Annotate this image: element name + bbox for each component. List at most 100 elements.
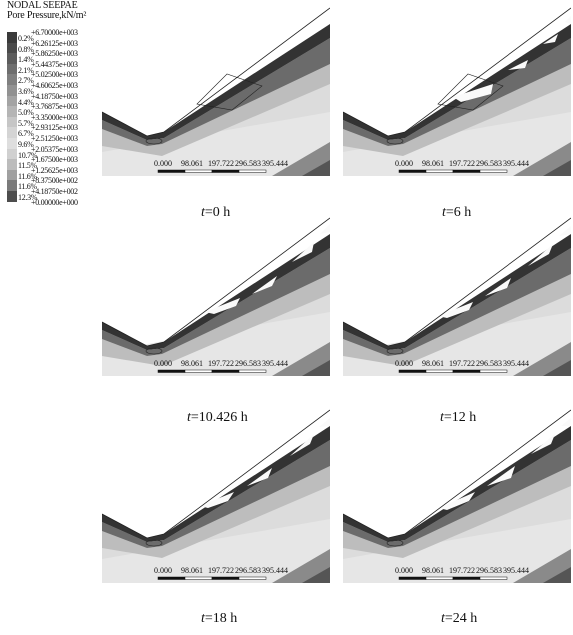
scale-label: 0.000 xyxy=(395,359,413,368)
scale-segment xyxy=(452,169,481,173)
slip-mesh xyxy=(437,73,504,111)
soil-zone xyxy=(513,549,571,583)
scale-segment xyxy=(184,169,213,173)
panel-t0: 0.000 98.061 197.722 296.583 395.444 xyxy=(102,4,330,232)
wetting-zone xyxy=(290,434,314,456)
scale-label: 98.061 xyxy=(181,159,203,168)
scale-label: 0.000 xyxy=(154,159,172,168)
panel-t12: 0.000 98.061 197.722 296.583 395.444 xyxy=(343,214,571,442)
toe-drain xyxy=(145,137,163,145)
legend-swatch xyxy=(7,32,17,43)
slope-diagram: 0.000 98.061 197.722 296.583 395.444 xyxy=(102,217,330,376)
soil-zone xyxy=(513,342,571,376)
scale-segment xyxy=(425,369,454,373)
scale-label: 197.722 xyxy=(449,566,475,575)
legend-value: +2.05375e+003 xyxy=(31,144,78,154)
toe-drain xyxy=(386,137,404,145)
scale-label: 98.061 xyxy=(181,566,203,575)
scale-label: 0.000 xyxy=(154,566,172,575)
soil-zone xyxy=(272,549,330,583)
scale-label: 0.000 xyxy=(154,359,172,368)
slope-outline xyxy=(102,217,330,347)
scale-label: 395.444 xyxy=(503,359,529,368)
scale-segment xyxy=(211,576,240,580)
soil-zone xyxy=(343,274,571,366)
wetting-zone xyxy=(565,16,571,24)
scale-label: 197.722 xyxy=(208,159,234,168)
scale-segment xyxy=(452,576,481,580)
scale-label: 0.000 xyxy=(395,566,413,575)
soil-zone xyxy=(102,248,330,356)
scale-segment xyxy=(238,576,267,580)
slope-outline xyxy=(343,409,571,539)
wetting-zone xyxy=(531,434,555,454)
wetting-zone xyxy=(292,242,314,262)
legend-percent: 5.0% xyxy=(18,108,34,118)
legend-swatch xyxy=(7,169,17,181)
legend-value: +2.93125e+003 xyxy=(31,123,78,133)
legend-swatch xyxy=(7,191,17,202)
legend-swatch xyxy=(7,159,17,171)
legend-swatch xyxy=(7,63,17,75)
legend-swatch xyxy=(7,148,17,160)
surface-layer xyxy=(102,24,330,140)
scale-segment xyxy=(211,169,240,173)
soil-zone xyxy=(102,38,330,146)
legend-value: +1.67500e+003 xyxy=(31,155,78,165)
scale-label: 395.444 xyxy=(262,159,288,168)
caption-t18: t=18 h xyxy=(201,611,238,626)
legend-percent: 2.1% xyxy=(18,65,34,75)
scale-label: 98.061 xyxy=(181,359,203,368)
scale-label: 395.444 xyxy=(262,566,288,575)
legend-swatch xyxy=(7,138,17,149)
panel-t10-426: 0.000 98.061 197.722 296.583 395.444 xyxy=(102,214,330,442)
legend-swatch xyxy=(7,116,17,128)
panel-t18: 0.000 98.061 197.722 296.583 395.444 xyxy=(102,406,330,634)
scale-segment xyxy=(479,576,508,580)
soil-zone xyxy=(513,142,571,176)
wetting-zone xyxy=(200,492,234,508)
soil-zone xyxy=(272,342,330,376)
legend-percent: 10.7% xyxy=(18,150,38,160)
legend-value: +8.37500e+002 xyxy=(31,176,78,186)
legend-value: +5.02500e+003 xyxy=(31,70,78,80)
scale-segment xyxy=(398,369,427,373)
slope-outline xyxy=(343,7,571,137)
slope-diagram: 0.000 98.061 197.722 296.583 395.444 xyxy=(343,409,571,583)
wetting-zone xyxy=(528,244,553,266)
legend-value: +0.00000e+000 xyxy=(31,197,78,207)
slope-diagram: 0.000 98.061 197.722 296.583 395.444 xyxy=(343,7,571,176)
scale-label: 197.722 xyxy=(208,566,234,575)
scale-segment xyxy=(238,369,267,373)
legend-percent: 12.3% xyxy=(18,193,38,202)
legend-value: +4.60625e+003 xyxy=(31,81,78,90)
soil-zone xyxy=(343,112,571,176)
scale-label: 98.061 xyxy=(422,159,444,168)
soil-zone xyxy=(302,567,330,583)
legend-percent: 6.7% xyxy=(18,129,34,139)
wetting-zone xyxy=(320,224,330,234)
scale-label: 296.583 xyxy=(476,566,502,575)
wetting-zone xyxy=(438,302,473,318)
scale-label: 98.061 xyxy=(422,359,444,368)
scale-segment xyxy=(157,576,186,580)
legend-swatch xyxy=(7,106,17,118)
caption-t24: t=24 h xyxy=(441,611,478,626)
soil-zone xyxy=(343,440,571,548)
soil-zone xyxy=(543,360,571,376)
soil-zone xyxy=(102,274,330,366)
legend-value: +5.44375e+003 xyxy=(31,59,78,69)
legend-percent: 5.7% xyxy=(18,118,34,128)
legend-percent: 11.5% xyxy=(18,161,37,171)
wetting-zone xyxy=(559,226,571,236)
soil-zone xyxy=(543,567,571,583)
legend-swatch xyxy=(7,127,17,139)
scale-label: 0.000 xyxy=(395,159,413,168)
legend-value: +6.70000e+003 xyxy=(31,28,78,37)
surface-layer xyxy=(102,426,330,542)
soil-zone xyxy=(102,519,330,583)
scale-segment xyxy=(452,369,481,373)
legend-percent: 11.6% xyxy=(18,171,37,181)
scale-segment xyxy=(184,576,213,580)
slope-diagram: 0.000 98.061 197.722 296.583 395.444 xyxy=(102,409,330,583)
